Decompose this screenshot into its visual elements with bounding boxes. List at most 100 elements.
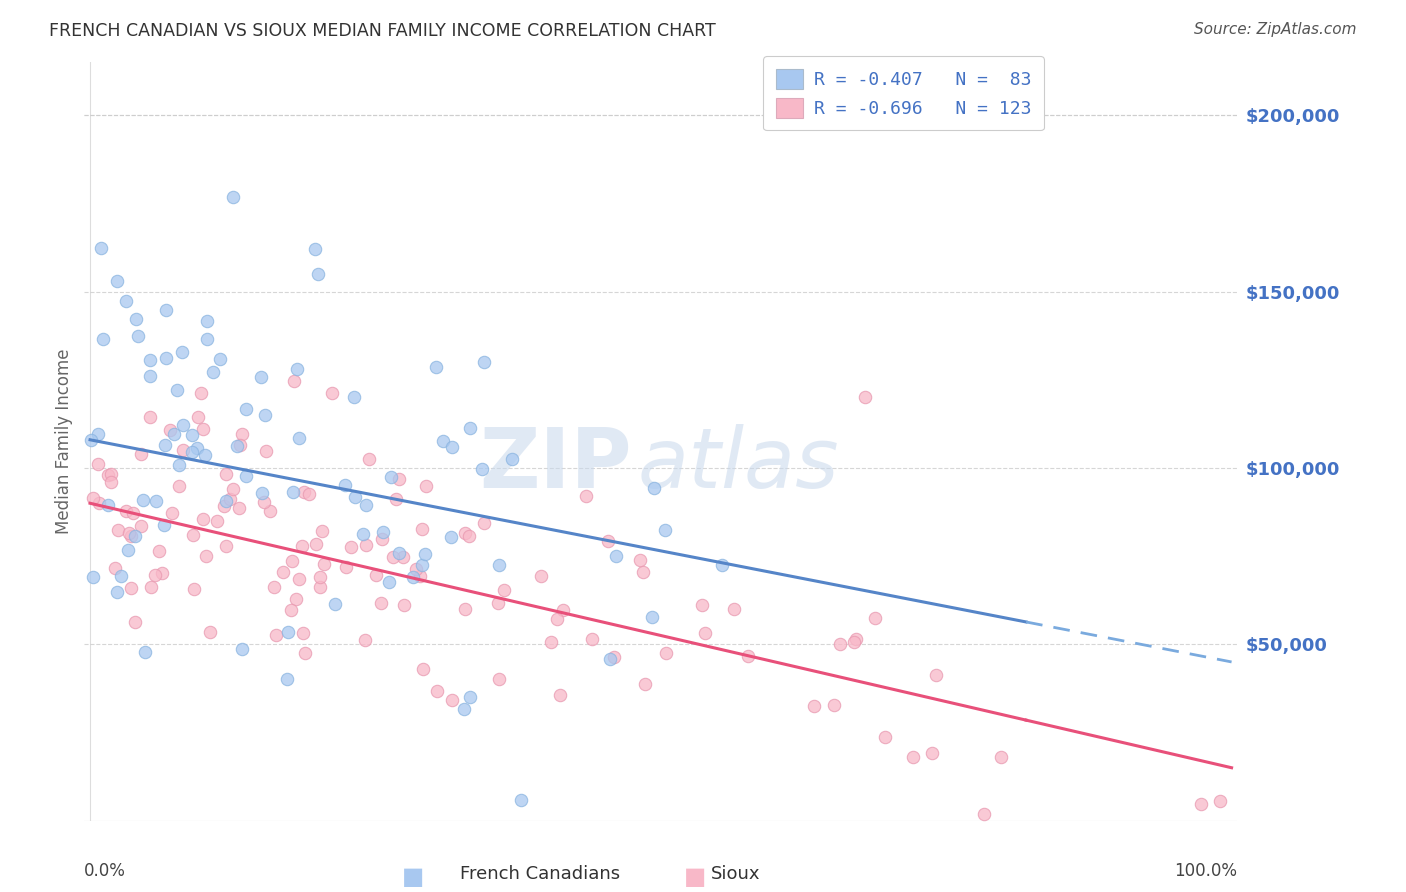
Point [127, 329, 149, 343]
Point [205, 514, 228, 528]
Point [226, 439, 249, 453]
Point [118, 525, 141, 540]
Point [494, 582, 516, 597]
Point [172, 417, 194, 432]
Point [97, 467, 120, 482]
Point [440, 530, 463, 544]
Point [159, 423, 181, 437]
Point [370, 596, 392, 610]
Text: Sioux: Sioux [711, 864, 761, 882]
Point [392, 549, 415, 564]
Point [385, 492, 408, 507]
Point [218, 491, 240, 506]
Point [925, 668, 948, 682]
Point [148, 544, 170, 558]
Text: ■: ■ [402, 864, 425, 888]
Point [472, 516, 495, 530]
Point [321, 386, 343, 401]
Point [596, 534, 619, 549]
Point [285, 362, 308, 376]
Point [309, 570, 332, 584]
Point [344, 490, 367, 504]
Point [166, 383, 188, 397]
Point [292, 626, 315, 640]
Point [187, 409, 209, 424]
Point [181, 528, 204, 542]
Point [120, 581, 142, 595]
Legend: R = -0.407   N =  83, R = -0.696   N = 123: R = -0.407 N = 83, R = -0.696 N = 123 [763, 56, 1043, 130]
Point [454, 526, 477, 541]
Point [853, 391, 876, 405]
Point [291, 540, 314, 554]
Point [172, 442, 194, 457]
Point [803, 698, 825, 713]
Point [180, 428, 202, 442]
Point [287, 431, 309, 445]
Point [80, 433, 103, 447]
Point [167, 458, 190, 472]
Point [124, 615, 146, 629]
Point [453, 702, 475, 716]
Point [415, 547, 437, 561]
Point [105, 585, 128, 599]
Point [191, 512, 214, 526]
Point [129, 447, 152, 461]
Point [139, 409, 162, 424]
Point [411, 558, 433, 572]
Point [628, 553, 651, 567]
Point [155, 351, 177, 365]
Point [138, 369, 160, 384]
Point [298, 487, 321, 501]
Point [1189, 797, 1212, 811]
Point [228, 500, 250, 515]
Point [82, 491, 104, 505]
Point [115, 294, 138, 309]
Point [312, 557, 335, 571]
Point [231, 427, 253, 442]
Text: 100.0%: 100.0% [1174, 863, 1237, 880]
Point [145, 493, 167, 508]
Point [540, 635, 562, 649]
Point [222, 190, 245, 204]
Point [307, 267, 329, 281]
Point [488, 558, 510, 573]
Point [160, 506, 183, 520]
Point [304, 243, 326, 257]
Point [107, 273, 129, 287]
Point [378, 574, 401, 589]
Point [655, 646, 678, 660]
Text: ZIP: ZIP [479, 424, 633, 505]
Point [990, 750, 1012, 764]
Point [388, 546, 411, 560]
Point [823, 698, 845, 712]
Point [152, 518, 174, 533]
Point [388, 473, 411, 487]
Point [501, 451, 523, 466]
Point [285, 592, 308, 607]
Point [354, 538, 377, 552]
Point [458, 421, 481, 435]
Point [283, 374, 305, 388]
Point [212, 499, 235, 513]
Point [548, 688, 571, 702]
Point [454, 602, 477, 616]
Point [91, 332, 114, 346]
Point [277, 625, 299, 640]
Point [371, 524, 394, 539]
Point [643, 481, 665, 495]
Point [86, 457, 108, 471]
Point [231, 641, 253, 656]
Point [458, 690, 481, 704]
Point [250, 485, 273, 500]
Point [229, 438, 252, 452]
Point [215, 539, 238, 553]
Point [641, 610, 664, 624]
Point [654, 523, 676, 537]
Point [201, 365, 224, 379]
Point [250, 370, 273, 384]
Point [181, 444, 204, 458]
Point [82, 569, 104, 583]
Point [104, 561, 127, 575]
Point [100, 475, 122, 489]
Point [470, 462, 492, 476]
